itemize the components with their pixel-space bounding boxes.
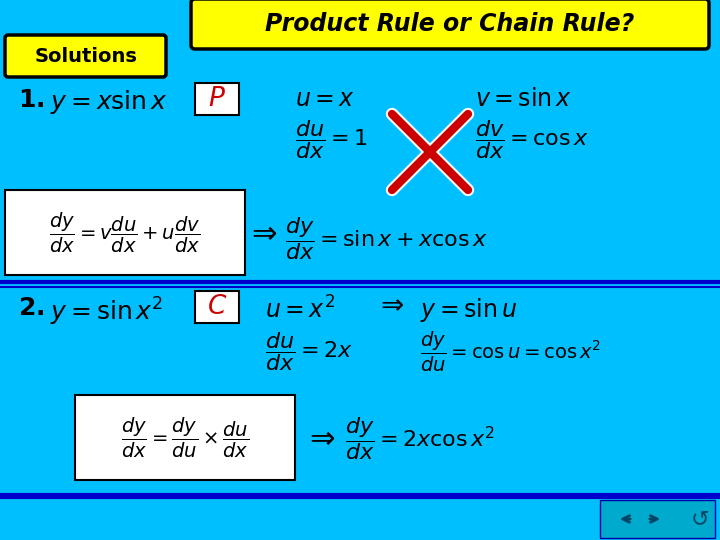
Bar (600, 500, 715, 538)
FancyBboxPatch shape (191, 0, 709, 49)
Text: $\dfrac{dv}{dx} = \cos x$: $\dfrac{dv}{dx} = \cos x$ (475, 118, 589, 161)
Text: $\dfrac{dy}{dx} = v\dfrac{du}{dx} + u\dfrac{dv}{dx}$: $\dfrac{dy}{dx} = v\dfrac{du}{dx} + u\df… (49, 211, 201, 255)
Text: $\dfrac{dy}{du} = \cos u = \cos x^2$: $\dfrac{dy}{du} = \cos u = \cos x^2$ (420, 330, 601, 374)
Text: $\mathbf{2.}$: $\mathbf{2.}$ (18, 296, 44, 320)
Text: $\Rightarrow$: $\Rightarrow$ (375, 290, 405, 318)
Text: $v = \sin x$: $v = \sin x$ (475, 88, 572, 111)
Text: $C$: $C$ (207, 294, 228, 320)
Text: $\dfrac{dy}{dx} = \dfrac{dy}{du} \times \dfrac{du}{dx}$: $\dfrac{dy}{dx} = \dfrac{dy}{du} \times … (121, 416, 249, 460)
Text: Product Rule or Chain Rule?: Product Rule or Chain Rule? (265, 12, 635, 36)
Text: $\Rightarrow$: $\Rightarrow$ (304, 423, 336, 453)
Text: $y = \sin u$: $y = \sin u$ (420, 296, 517, 324)
Text: $\dfrac{du}{dx} = 2x$: $\dfrac{du}{dx} = 2x$ (265, 330, 353, 373)
Text: $u = x$: $u = x$ (295, 88, 355, 111)
Text: Solutions: Solutions (35, 46, 138, 65)
Bar (195, 83, 239, 115)
Text: $P$: $P$ (208, 86, 226, 112)
Bar (75, 395, 295, 480)
Text: $\Rightarrow$: $\Rightarrow$ (246, 219, 278, 247)
Text: $\dfrac{du}{dx} = 1$: $\dfrac{du}{dx} = 1$ (295, 118, 367, 161)
Bar (195, 291, 239, 323)
FancyBboxPatch shape (5, 35, 166, 77)
Text: ↺: ↺ (690, 509, 709, 529)
Bar (5, 190, 245, 275)
Text: $\dfrac{dy}{dx} = 2x\cos x^2$: $\dfrac{dy}{dx} = 2x\cos x^2$ (345, 415, 495, 462)
Text: $y = \sin x^2$: $y = \sin x^2$ (50, 296, 163, 328)
Text: $u = x^2$: $u = x^2$ (265, 296, 335, 323)
Text: $y = x\sin x$: $y = x\sin x$ (50, 88, 168, 116)
Text: $\dfrac{dy}{dx} = \sin x + x\cos x$: $\dfrac{dy}{dx} = \sin x + x\cos x$ (285, 215, 488, 262)
Text: $\mathbf{1.}$: $\mathbf{1.}$ (18, 88, 44, 112)
